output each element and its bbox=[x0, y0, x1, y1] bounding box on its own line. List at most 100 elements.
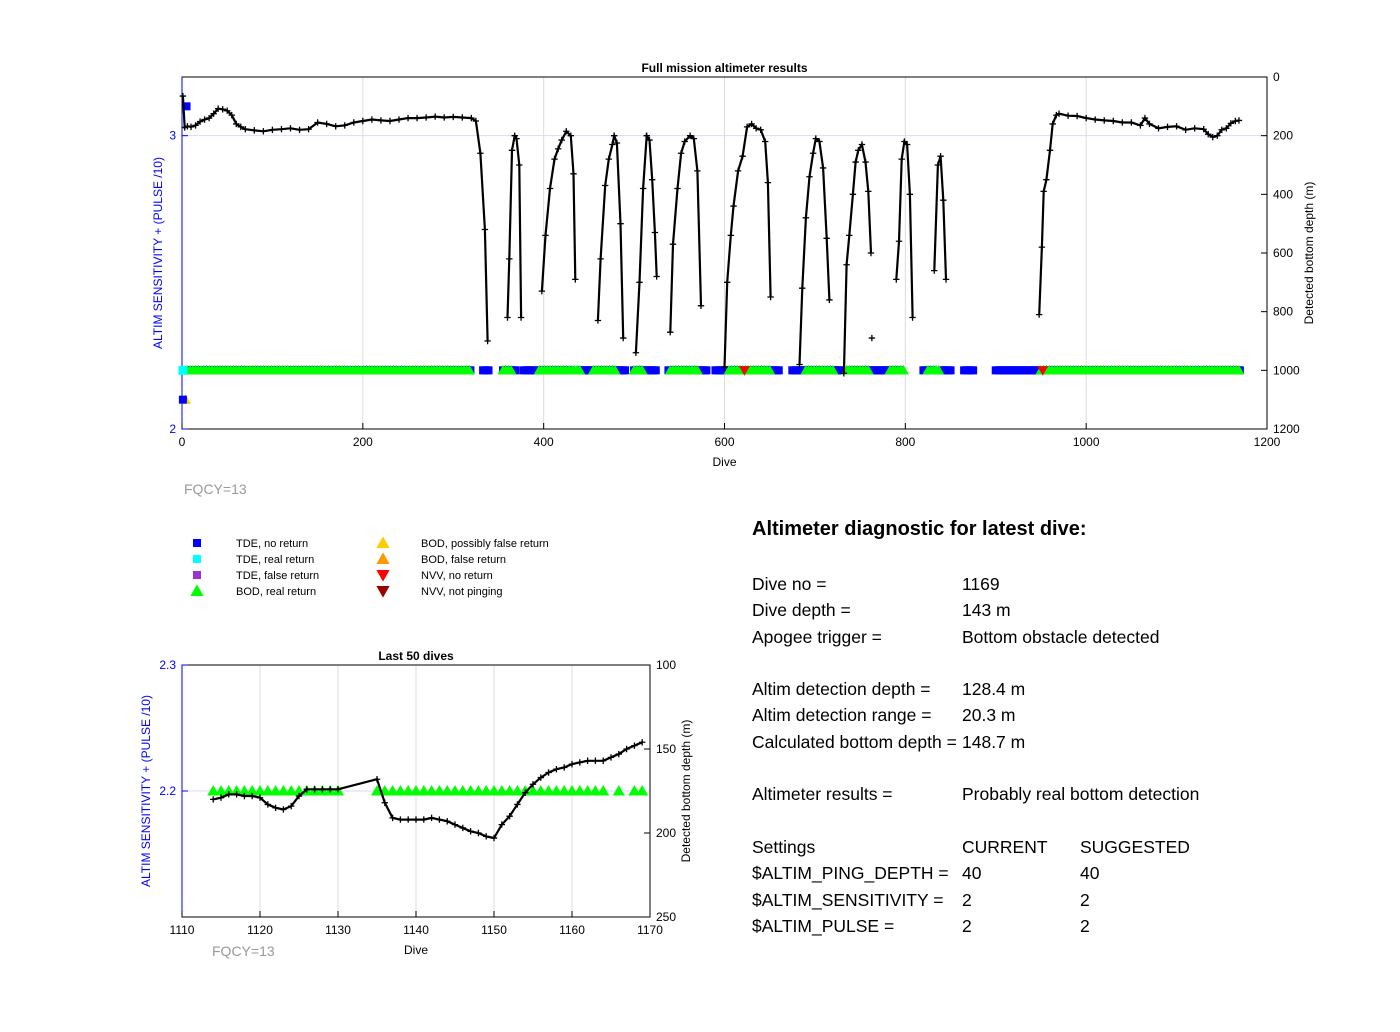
depth-point bbox=[272, 804, 279, 811]
depth-point bbox=[752, 125, 760, 132]
altim-marker bbox=[503, 785, 516, 796]
depth-point bbox=[743, 123, 751, 131]
altim-marker bbox=[573, 785, 586, 796]
depth-point bbox=[269, 126, 276, 133]
depth-point bbox=[323, 120, 330, 128]
depth-point bbox=[517, 314, 525, 321]
depth-point bbox=[319, 786, 326, 793]
altim-marker bbox=[530, 366, 539, 375]
depth-point bbox=[909, 314, 916, 321]
x-tick-label: 1110 bbox=[170, 923, 195, 937]
depth-point bbox=[468, 114, 475, 122]
chart-title: Last 50 dives bbox=[378, 649, 454, 663]
altim-marker bbox=[215, 785, 227, 796]
altim-marker bbox=[386, 785, 399, 796]
depth-point bbox=[1119, 119, 1126, 126]
depth-point bbox=[653, 273, 660, 280]
altimeter-results-label: Altimeter results = bbox=[752, 784, 893, 805]
depth-point bbox=[498, 821, 505, 828]
pulse-row: $ALTIM_PULSE = 2 2 bbox=[752, 913, 1352, 939]
altim-detection-range-label: Altim detection range = bbox=[752, 705, 932, 726]
dive-no-label: Dive no = bbox=[752, 574, 827, 594]
sensitivity-suggested: 2 bbox=[1080, 889, 1090, 910]
depth-point bbox=[256, 794, 264, 801]
depth-point bbox=[561, 764, 568, 771]
depth-point bbox=[538, 287, 546, 295]
depth-point bbox=[669, 241, 677, 248]
depth-point bbox=[241, 792, 248, 800]
dive-depth-label: Dive depth = bbox=[752, 600, 851, 621]
depth-point bbox=[251, 127, 258, 134]
depth-point bbox=[368, 116, 376, 123]
full-mission-chart: 0 200 400 600 800 1000 1200 2 3 0 200 400 600 800 1000… bbox=[151, 61, 1316, 497]
depth-point bbox=[674, 185, 681, 192]
depth-point bbox=[568, 760, 576, 768]
depth-point bbox=[906, 191, 914, 198]
depth-point bbox=[823, 235, 830, 242]
depth-point bbox=[553, 765, 560, 773]
depth-point bbox=[620, 334, 627, 342]
diagnostic-title: Altimeter diagnostic for latest dive: bbox=[752, 518, 1087, 540]
depth-line-segment bbox=[842, 141, 873, 374]
depth-point bbox=[477, 150, 484, 157]
legend-label: TDE, real return bbox=[236, 554, 314, 566]
depth-point bbox=[1046, 147, 1054, 154]
dive-depth-value: 143 m bbox=[962, 600, 1011, 621]
depth-point bbox=[233, 791, 240, 798]
depth-point bbox=[607, 754, 615, 761]
depth-point bbox=[422, 114, 430, 121]
depth-point bbox=[305, 126, 312, 133]
depth-point bbox=[431, 113, 439, 120]
y-right-tick-label: 400 bbox=[1273, 187, 1293, 201]
legend-marker bbox=[193, 555, 201, 563]
altim-marker bbox=[1037, 366, 1049, 376]
x-tick-label: 1170 bbox=[637, 923, 663, 937]
depth-point bbox=[459, 824, 466, 832]
current-header: CURRENT bbox=[962, 836, 1048, 857]
depth-point bbox=[734, 167, 742, 175]
legend-marker bbox=[193, 539, 201, 547]
depth-point bbox=[311, 786, 318, 793]
legend-marker bbox=[193, 571, 201, 579]
depth-point bbox=[677, 150, 685, 157]
altim-marker bbox=[827, 364, 839, 375]
depth-point bbox=[228, 111, 235, 119]
depth-point bbox=[799, 285, 806, 292]
altim-marker bbox=[581, 785, 594, 796]
y-left-axis-label: ALTIM SENSITIVITY + (PULSE /10) bbox=[139, 695, 153, 887]
depth-point bbox=[639, 185, 647, 192]
sensitivity-label: $ALTIM_SENSITIVITY = bbox=[752, 889, 944, 910]
depth-point bbox=[1128, 119, 1135, 126]
depth-point bbox=[748, 120, 755, 128]
apogee-trigger-value: Bottom obstacle detected bbox=[962, 626, 1160, 647]
ping-depth-current: 40 bbox=[962, 863, 982, 884]
depth-point bbox=[264, 801, 271, 808]
depth-point bbox=[567, 132, 574, 139]
depth-point bbox=[1035, 311, 1043, 318]
depth-line bbox=[212, 741, 643, 840]
depth-point bbox=[192, 122, 199, 129]
altim-marker bbox=[702, 366, 711, 375]
depth-point bbox=[1064, 112, 1072, 119]
depth-point bbox=[809, 150, 817, 157]
altim-marker bbox=[246, 785, 259, 796]
depth-point bbox=[796, 361, 803, 368]
altim-marker bbox=[542, 785, 555, 796]
apogee-trigger-label: Apogee trigger = bbox=[752, 626, 882, 647]
x-tick-label: 1200 bbox=[1254, 435, 1281, 449]
depth-point bbox=[903, 141, 911, 148]
depth-point bbox=[570, 170, 577, 177]
x-tick-label: 600 bbox=[714, 435, 734, 449]
depth-point bbox=[428, 814, 435, 822]
depth-point bbox=[436, 816, 443, 823]
fqcy-annotation: FQCY=13 bbox=[184, 481, 247, 497]
depth-point bbox=[690, 135, 697, 142]
depth-point bbox=[862, 158, 869, 166]
altim-marker bbox=[488, 785, 500, 796]
x-tick-label: 1000 bbox=[1073, 435, 1100, 449]
depth-point bbox=[639, 739, 646, 746]
depth-point bbox=[937, 153, 944, 160]
depth-point bbox=[295, 792, 303, 800]
altim-marker bbox=[472, 785, 485, 796]
depth-point bbox=[1205, 131, 1212, 138]
